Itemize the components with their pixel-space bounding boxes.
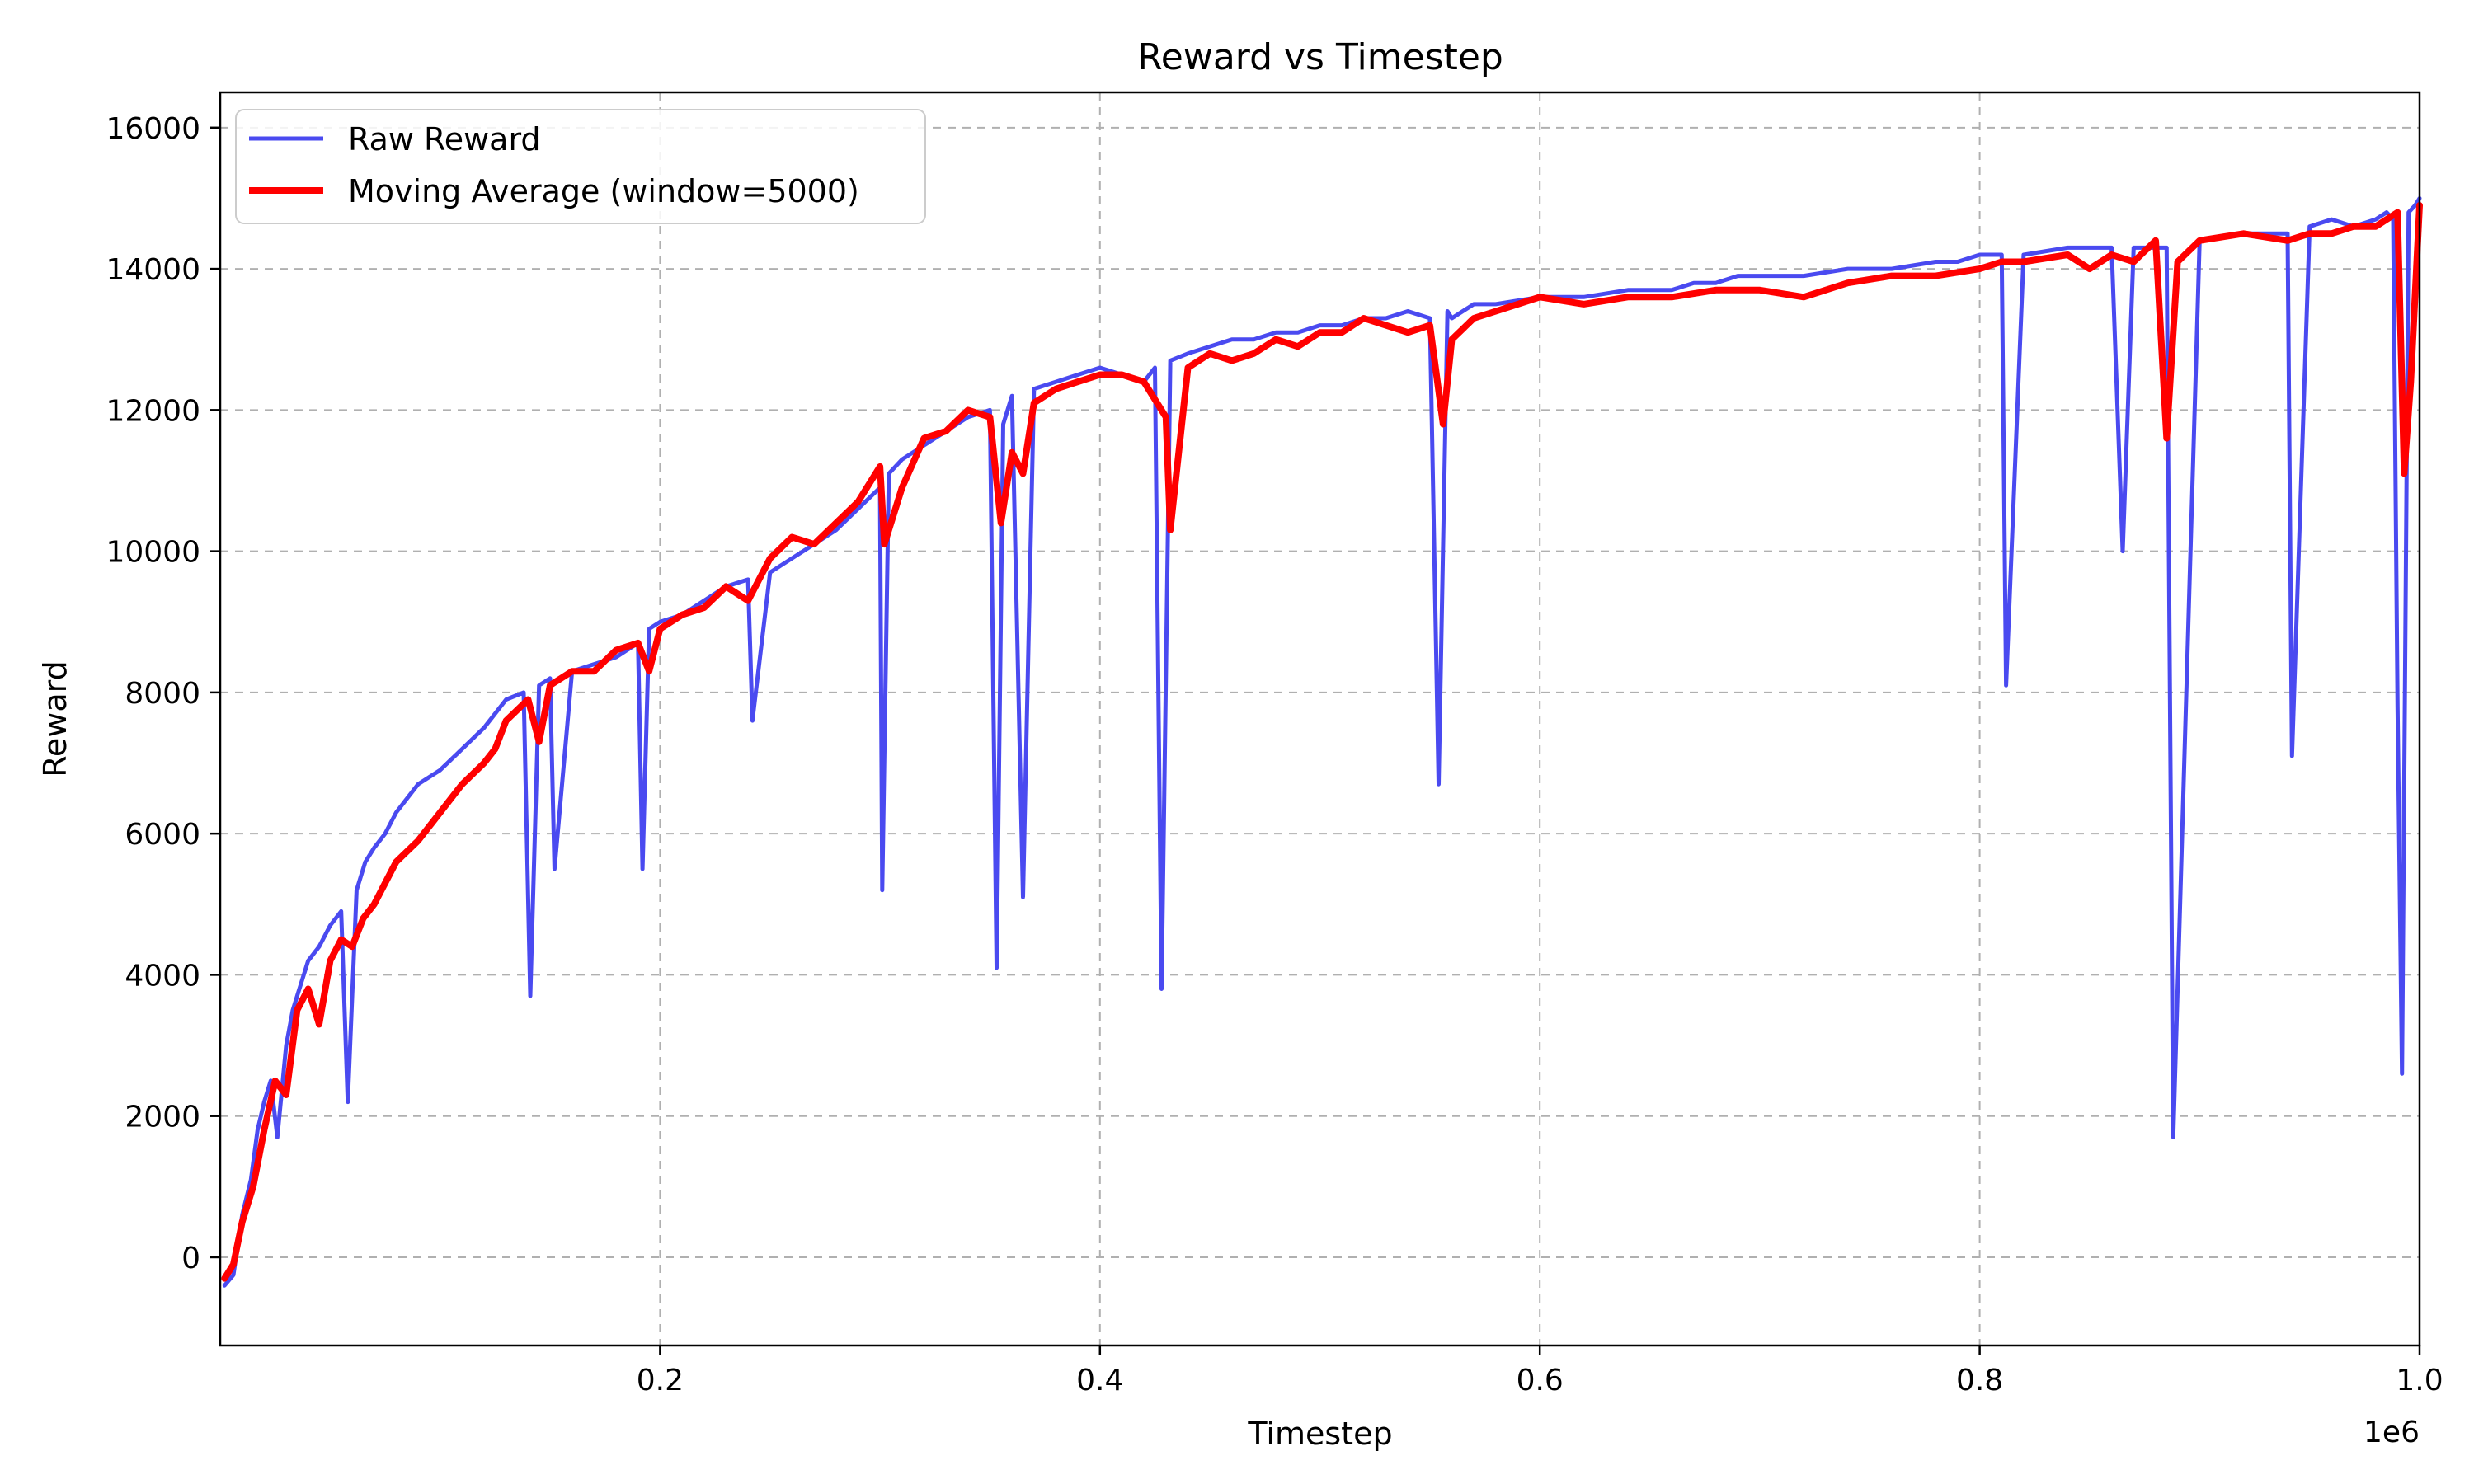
x-axis-ticks: 0.2 0.4 0.6 0.8 1.0: [637, 1345, 2443, 1397]
x-tick-label: 0.4: [1076, 1364, 1123, 1397]
x-tick-label: 1.0: [2396, 1364, 2443, 1397]
y-tick-label: 14000: [106, 253, 200, 287]
legend-label-moving-average: Moving Average (window=5000): [348, 173, 859, 209]
y-axis-label: Reward: [37, 660, 73, 777]
y-tick-label: 2000: [125, 1101, 200, 1134]
series-layer: [221, 196, 2423, 1288]
chart-title: Reward vs Timestep: [1137, 36, 1503, 78]
raw-reward-line: [222, 196, 2422, 1288]
moving-average-line: [221, 202, 2423, 1282]
y-tick-label: 0: [181, 1242, 200, 1275]
y-axis-ticks: 0 2000 4000 6000 8000 10000 12000 14000 16000: [106, 112, 220, 1275]
x-tick-label: 0.6: [1517, 1364, 1564, 1397]
y-tick-label: 4000: [125, 959, 200, 993]
x-tick-label: 0.2: [637, 1364, 684, 1397]
x-axis-offset-label: 1e6: [2363, 1416, 2420, 1449]
legend-box: [235, 109, 926, 224]
y-tick-label: 16000: [106, 112, 200, 146]
plot-frame: [219, 91, 2421, 1347]
legend: Raw Reward Moving Average (window=5000): [235, 109, 926, 224]
x-axis-label: Timestep: [1247, 1416, 1392, 1452]
legend-label-raw-reward: Raw Reward: [348, 121, 541, 157]
x-tick-label: 0.8: [1956, 1364, 2003, 1397]
y-tick-label: 8000: [125, 677, 200, 711]
y-tick-label: 6000: [125, 818, 200, 852]
gridlines: [220, 92, 2420, 1345]
y-tick-label: 10000: [106, 536, 200, 570]
y-tick-label: 12000: [106, 394, 200, 428]
